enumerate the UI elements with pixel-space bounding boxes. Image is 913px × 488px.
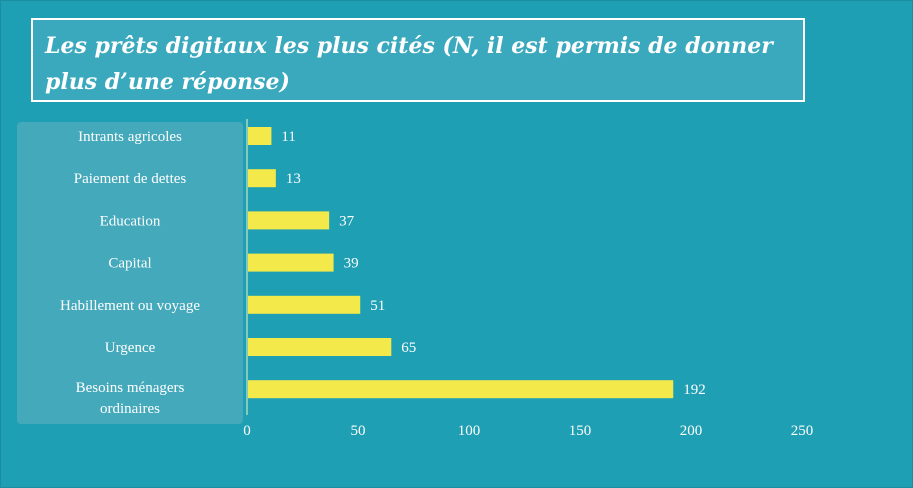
bar	[248, 127, 272, 145]
chart-title: Les prêts digitaux les plus cités (N, il…	[45, 33, 773, 95]
category-label: Besoins ménagers ordinaires	[76, 380, 185, 417]
x-tick-label: 50	[351, 423, 366, 439]
x-tick-label: 200	[680, 423, 703, 439]
data-label: 65	[401, 340, 416, 356]
data-label: 192	[683, 382, 706, 398]
x-tick-label: 150	[569, 423, 592, 439]
bar	[248, 380, 674, 399]
bar	[248, 295, 361, 314]
category-label: Capital	[108, 256, 151, 272]
bar	[248, 211, 330, 230]
x-tick-label: 250	[791, 423, 814, 439]
data-label: 11	[281, 129, 295, 145]
x-tick-label: 0	[243, 423, 251, 439]
bar	[248, 169, 276, 188]
category-label: Paiement de dettes	[74, 171, 187, 187]
category-label: Habillement ou voyage	[60, 298, 200, 314]
data-label: 39	[344, 256, 359, 272]
data-label: 13	[286, 171, 301, 187]
bar	[248, 338, 392, 356]
x-tick-label: 100	[458, 423, 481, 439]
category-label: Urgence	[105, 340, 156, 356]
data-label: 51	[370, 298, 385, 314]
data-label: 37	[339, 213, 355, 229]
title-box: Les prêts digitaux les plus cités (N, il…	[31, 18, 805, 102]
category-label-panel	[17, 122, 243, 424]
bar	[248, 253, 334, 272]
category-label: Intrants agricoles	[78, 129, 182, 145]
category-label: Education	[100, 213, 161, 229]
